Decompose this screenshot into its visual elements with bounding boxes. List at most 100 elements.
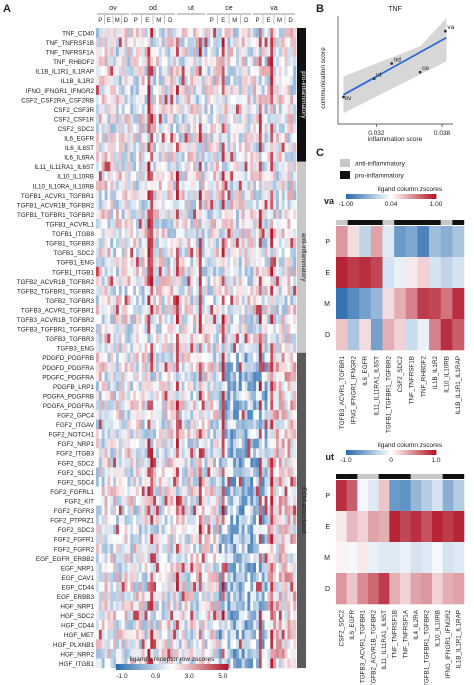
heatmap-cell bbox=[270, 467, 274, 478]
heatmap-cell bbox=[198, 352, 203, 363]
heatmap-cell bbox=[264, 133, 268, 143]
heatmap-cell bbox=[276, 648, 280, 659]
heatmap-cell bbox=[196, 534, 200, 545]
heatmap-cell bbox=[104, 324, 108, 334]
heatmap-cell bbox=[178, 85, 183, 96]
heatmap-cell bbox=[170, 75, 174, 86]
heatmap-cell bbox=[138, 352, 143, 363]
heatmap-cell bbox=[101, 133, 105, 143]
heatmap-cell bbox=[164, 410, 168, 420]
heatmap-cell bbox=[158, 505, 163, 516]
heatmap-cell bbox=[164, 257, 168, 268]
heatmap-cell bbox=[96, 276, 100, 287]
heatmap-cell bbox=[156, 562, 160, 573]
heatmap-cell bbox=[227, 142, 231, 153]
heatmap-cell bbox=[187, 352, 191, 363]
heatmap-cell bbox=[113, 467, 117, 478]
heatmap-cell bbox=[110, 180, 114, 191]
heatmap-cell bbox=[96, 75, 100, 86]
row-label: IL11_IL11RA1_IL6ST bbox=[34, 164, 94, 171]
heatmap-cell bbox=[227, 476, 231, 487]
row-label: TGFB1_ACVR1_TGFBR1 bbox=[21, 193, 95, 200]
heatmap-cell bbox=[201, 295, 205, 306]
heatmap-cell bbox=[104, 285, 108, 296]
row-label: TGFB1_SDC2 bbox=[53, 250, 94, 257]
heatmap-cell bbox=[293, 266, 297, 277]
heatmap-cell bbox=[144, 276, 148, 287]
heatmap-cell bbox=[233, 515, 237, 526]
heatmap-cell bbox=[273, 486, 277, 497]
heatmap-cell bbox=[230, 199, 234, 210]
heatmap-cell bbox=[238, 400, 243, 411]
heatmap-cell bbox=[267, 448, 271, 459]
heatmap-cell bbox=[244, 285, 248, 296]
heatmap-cell bbox=[130, 28, 134, 38]
heatmap-cell bbox=[216, 152, 220, 163]
heatmap-cell bbox=[241, 219, 245, 229]
heatmap-cell bbox=[270, 94, 274, 105]
row-label: IL10_IL10RA_IL10RB bbox=[33, 183, 94, 190]
heatmap-cell bbox=[233, 591, 237, 602]
heatmap-cell bbox=[144, 295, 148, 306]
heatmap-cell bbox=[104, 381, 108, 392]
heatmap-cell bbox=[247, 333, 251, 344]
heatmap-cell bbox=[170, 486, 174, 497]
heatmap-cell bbox=[238, 534, 243, 545]
heatmap-cell bbox=[267, 190, 271, 201]
heatmap-cell bbox=[96, 56, 100, 67]
heatmap-cell bbox=[241, 572, 245, 583]
heatmap-cell bbox=[181, 247, 185, 258]
heatmap-cell bbox=[236, 104, 240, 115]
heatmap-cell bbox=[278, 457, 283, 468]
heatmap-cell bbox=[190, 66, 194, 77]
heatmap-cell bbox=[207, 266, 211, 277]
heatmap-cell bbox=[230, 171, 234, 182]
heatmap-cell bbox=[107, 324, 111, 334]
heatmap-cell bbox=[158, 285, 163, 296]
heatmap-cell bbox=[104, 123, 108, 134]
heatmap-cell bbox=[187, 486, 191, 497]
heatmap-cell bbox=[267, 629, 271, 640]
heatmap-cell bbox=[230, 553, 234, 564]
heatmap-cell bbox=[216, 572, 220, 583]
heatmap-cell bbox=[176, 467, 180, 478]
heatmap-cell bbox=[167, 66, 171, 77]
colorbar-segment bbox=[216, 664, 219, 670]
heatmap-cell bbox=[178, 219, 183, 229]
heatmap-cell bbox=[196, 658, 200, 669]
heatmap-cell bbox=[181, 410, 185, 420]
heatmap-cell bbox=[127, 113, 131, 124]
heatmap-cell bbox=[290, 56, 294, 67]
heatmap-cell bbox=[221, 429, 225, 440]
heatmap-cell bbox=[201, 104, 205, 115]
heatmap-cell bbox=[116, 591, 120, 602]
heatmap-cell bbox=[144, 410, 148, 420]
heatmap-cell bbox=[121, 190, 125, 201]
heatmap-cell bbox=[256, 209, 260, 220]
heatmap-cell bbox=[256, 113, 260, 124]
heatmap-cell bbox=[196, 362, 200, 373]
heatmap-cell bbox=[256, 266, 260, 277]
heatmap-cell bbox=[138, 572, 143, 583]
heatmap-cell bbox=[198, 37, 203, 48]
column-group-label: ut bbox=[188, 5, 194, 12]
heatmap-cell bbox=[138, 228, 143, 239]
heatmap-cell bbox=[201, 496, 205, 506]
heatmap-cell bbox=[281, 362, 285, 373]
column-subgroup-label: P bbox=[134, 18, 138, 24]
heatmap-cell bbox=[227, 37, 231, 48]
heatmap-cell bbox=[116, 448, 120, 459]
heatmap-cell bbox=[107, 467, 111, 478]
heatmap-cell bbox=[207, 190, 211, 201]
heatmap-cell bbox=[130, 266, 134, 277]
heatmap-cell bbox=[224, 238, 228, 249]
column-class-strip bbox=[405, 220, 418, 225]
heatmap-cell bbox=[156, 333, 160, 344]
heatmap-cell bbox=[178, 171, 183, 182]
heatmap-cell bbox=[156, 56, 160, 67]
heatmap-cell bbox=[250, 352, 254, 363]
colorbar-segment bbox=[188, 664, 191, 670]
heatmap-cell bbox=[267, 180, 271, 191]
heatmap-cell bbox=[116, 247, 120, 258]
heatmap-cell bbox=[190, 352, 194, 363]
